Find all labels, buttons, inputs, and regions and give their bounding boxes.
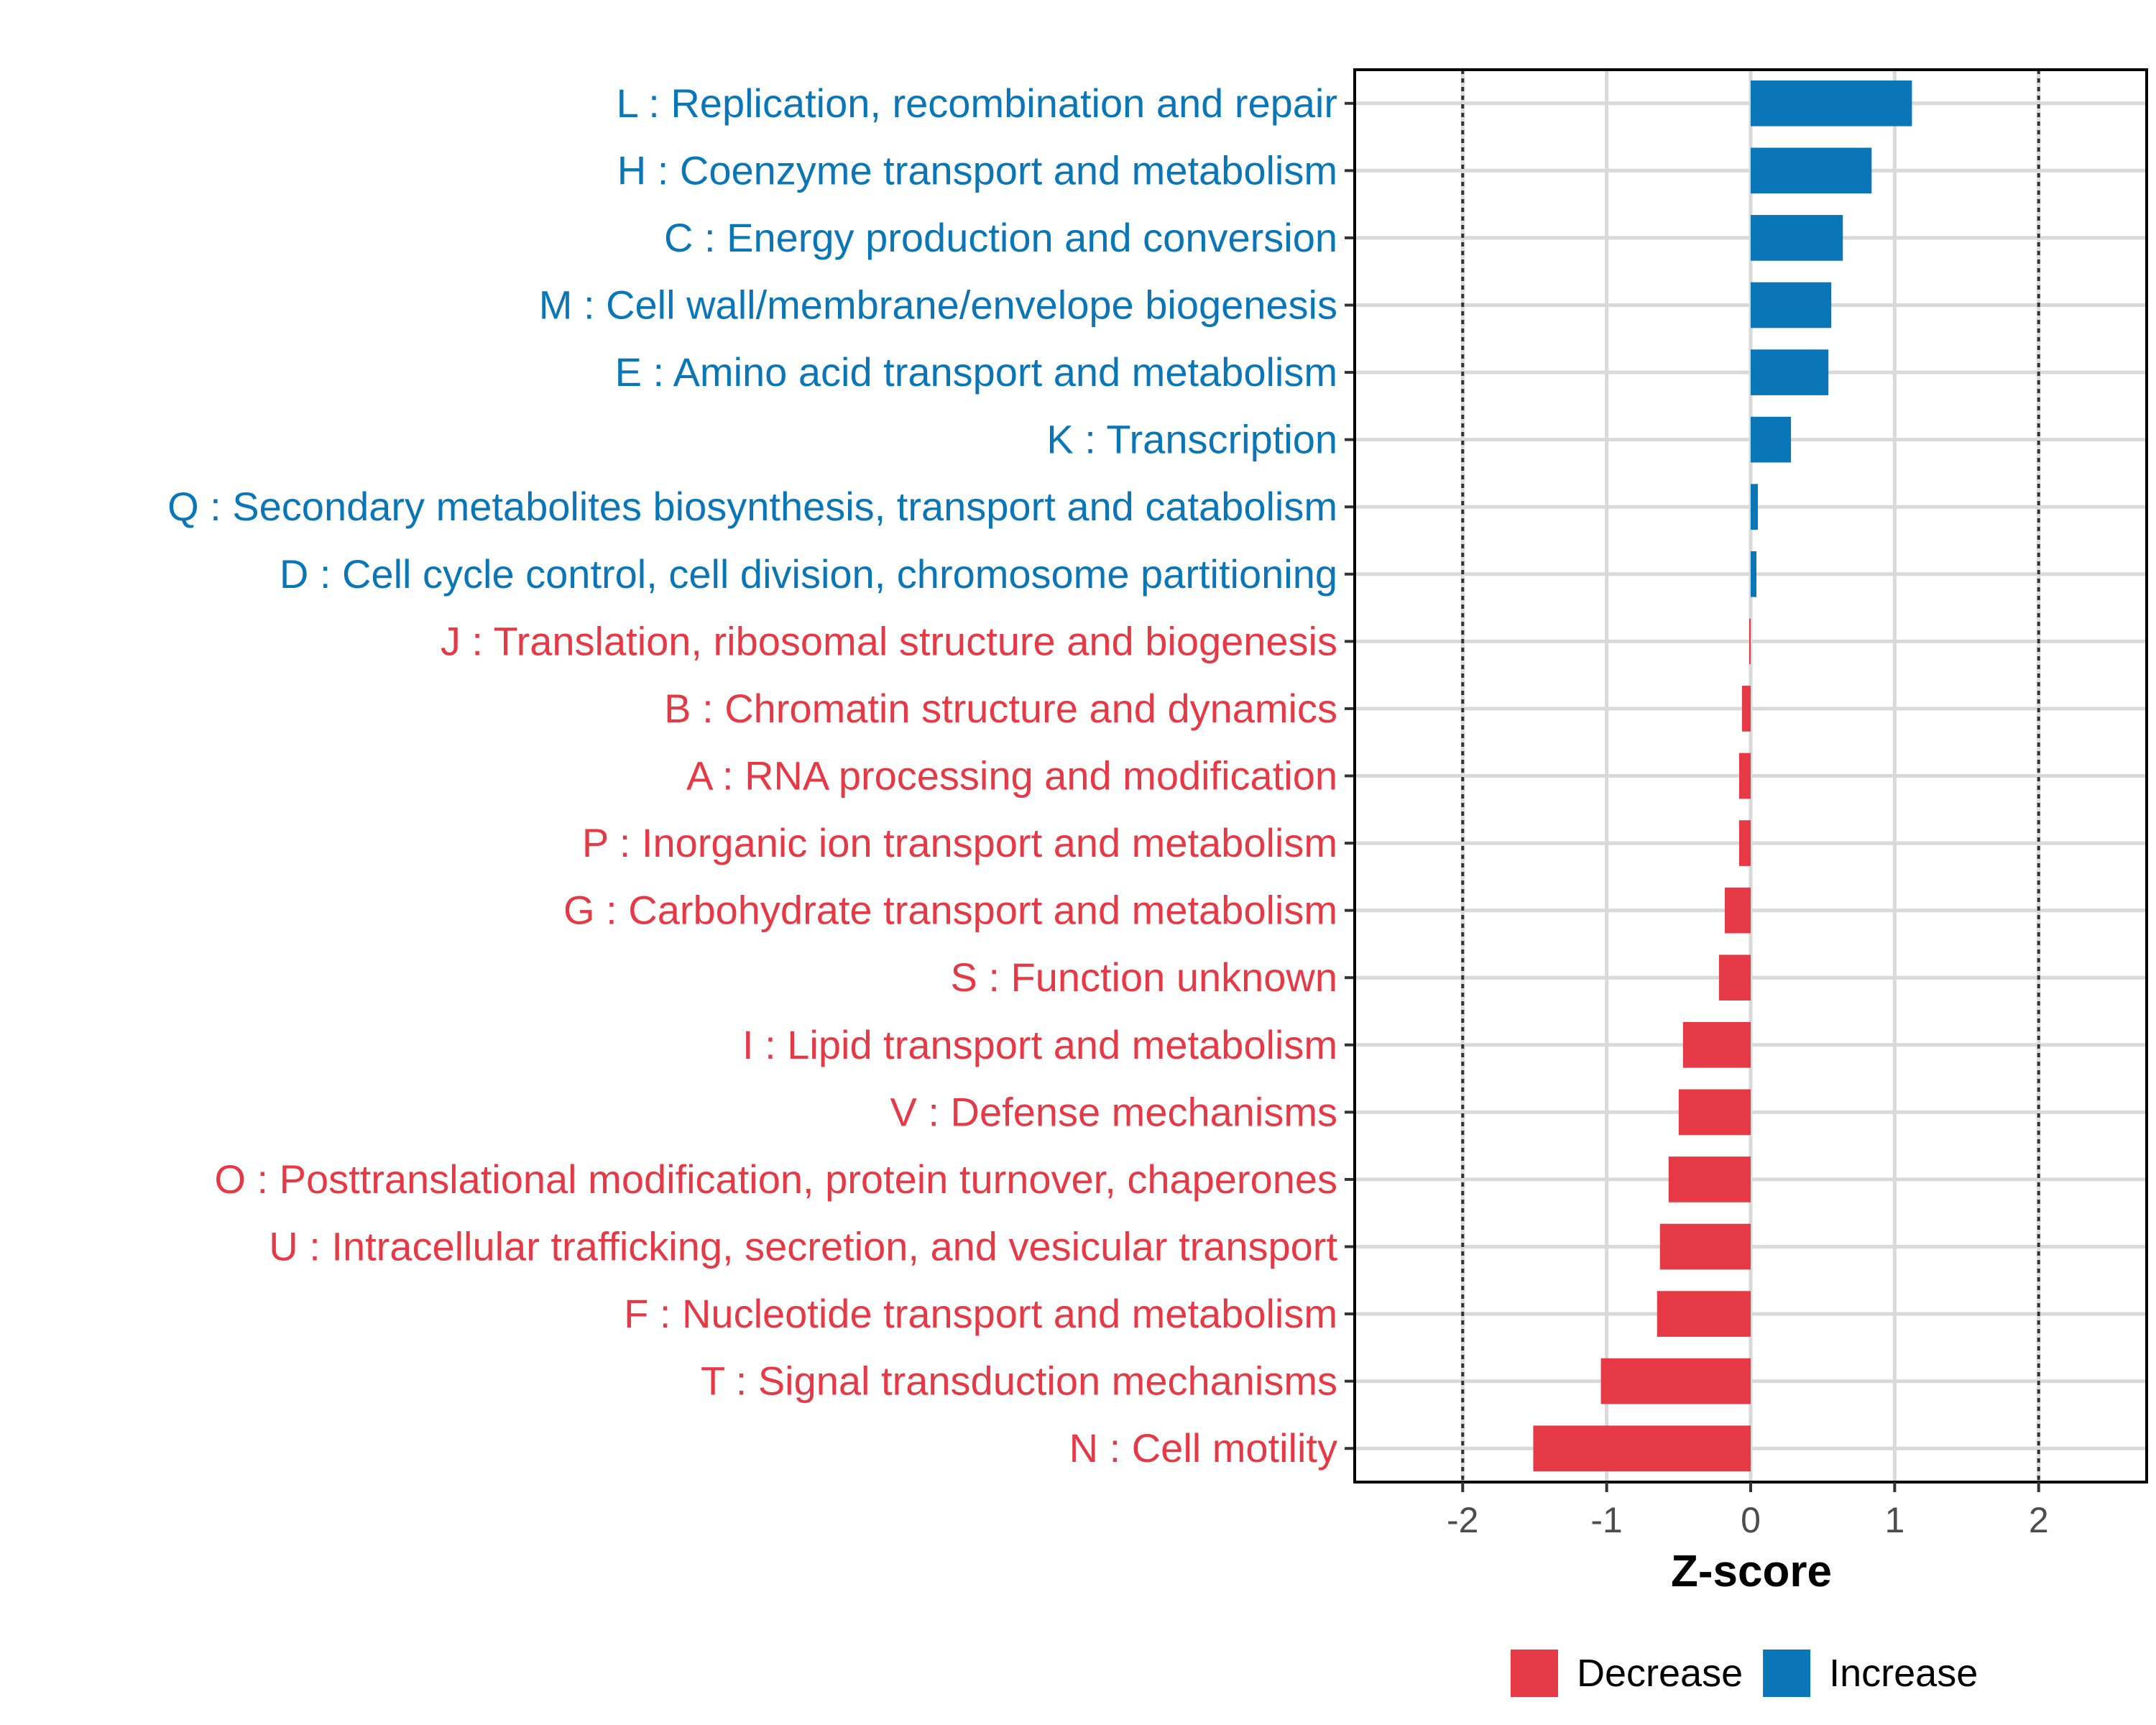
bar [1741,686,1751,732]
x-axis: -2 -1 0 1 2 [1353,68,2148,1540]
bar [1751,147,1872,194]
category-label: A : RNA processing and modification [686,753,1337,799]
x-tick-label: 1 [1884,1500,1904,1540]
bar [1749,618,1751,665]
bar [1738,753,1751,799]
category-label: M : Cell wall/membrane/envelope biogenes… [539,282,1337,328]
category-label: C : Energy production and conversion [664,215,1337,260]
category-label: P : Inorganic ion transport and metaboli… [582,820,1337,865]
bar [1751,551,1757,597]
category-label: T : Signal transduction mechanisms [701,1358,1337,1404]
legend-key [1763,1650,1811,1697]
x-axis-title: Z-score [1671,1547,1832,1596]
category-label: J : Translation, ribosomal structure and… [441,618,1337,663]
x-tick-label: -2 [1447,1500,1478,1540]
bar [1751,80,1912,126]
bar [1738,820,1751,866]
bar [1657,1291,1751,1337]
legend-label: Increase [1829,1652,1978,1695]
bar [1533,1425,1751,1472]
legend-key [1511,1650,1558,1697]
category-labels: L : Replication, recombination and repai… [167,80,1355,1471]
bars [1533,80,1912,1472]
bar [1682,1021,1751,1068]
bar [1751,416,1792,463]
category-label: H : Coenzyme transport and metabolism [617,147,1337,193]
category-label: F : Nucleotide transport and metabolism [624,1291,1337,1336]
bar [1751,349,1829,395]
category-label: E : Amino acid transport and metabolism [615,349,1337,395]
category-label: K : Transcription [1046,417,1337,462]
category-label: G : Carbohydrate transport and metabolis… [563,888,1337,933]
bar [1751,282,1832,328]
bar [1668,1156,1751,1202]
category-label: N : Cell motility [1069,1425,1337,1471]
bar [1678,1089,1751,1136]
category-label: U : Intracellular trafficking, secretion… [269,1224,1337,1269]
x-tick-label: 2 [2029,1500,2049,1540]
category-label: L : Replication, recombination and repai… [617,80,1337,126]
bar [1751,484,1759,530]
category-label: S : Function unknown [950,954,1337,1000]
legend-label: Decrease [1577,1652,1743,1695]
category-label: Q : Secondary metabolites biosynthesis, … [167,484,1337,529]
legend: Decrease Increase [1511,1650,1978,1697]
bar [1751,215,1843,261]
category-label: I : Lipid transport and metabolism [742,1022,1337,1067]
bar [1724,887,1751,934]
bar [1659,1223,1751,1270]
x-tick-label: -1 [1590,1500,1622,1540]
bar [1718,954,1751,1001]
category-label: B : Chromatin structure and dynamics [664,686,1337,731]
x-tick-label: 0 [1741,1500,1761,1540]
category-label: O : Posttranslational modification, prot… [214,1156,1337,1202]
category-label: V : Defense mechanisms [890,1089,1337,1134]
bar [1600,1358,1751,1404]
category-label: D : Cell cycle control, cell division, c… [280,551,1337,597]
